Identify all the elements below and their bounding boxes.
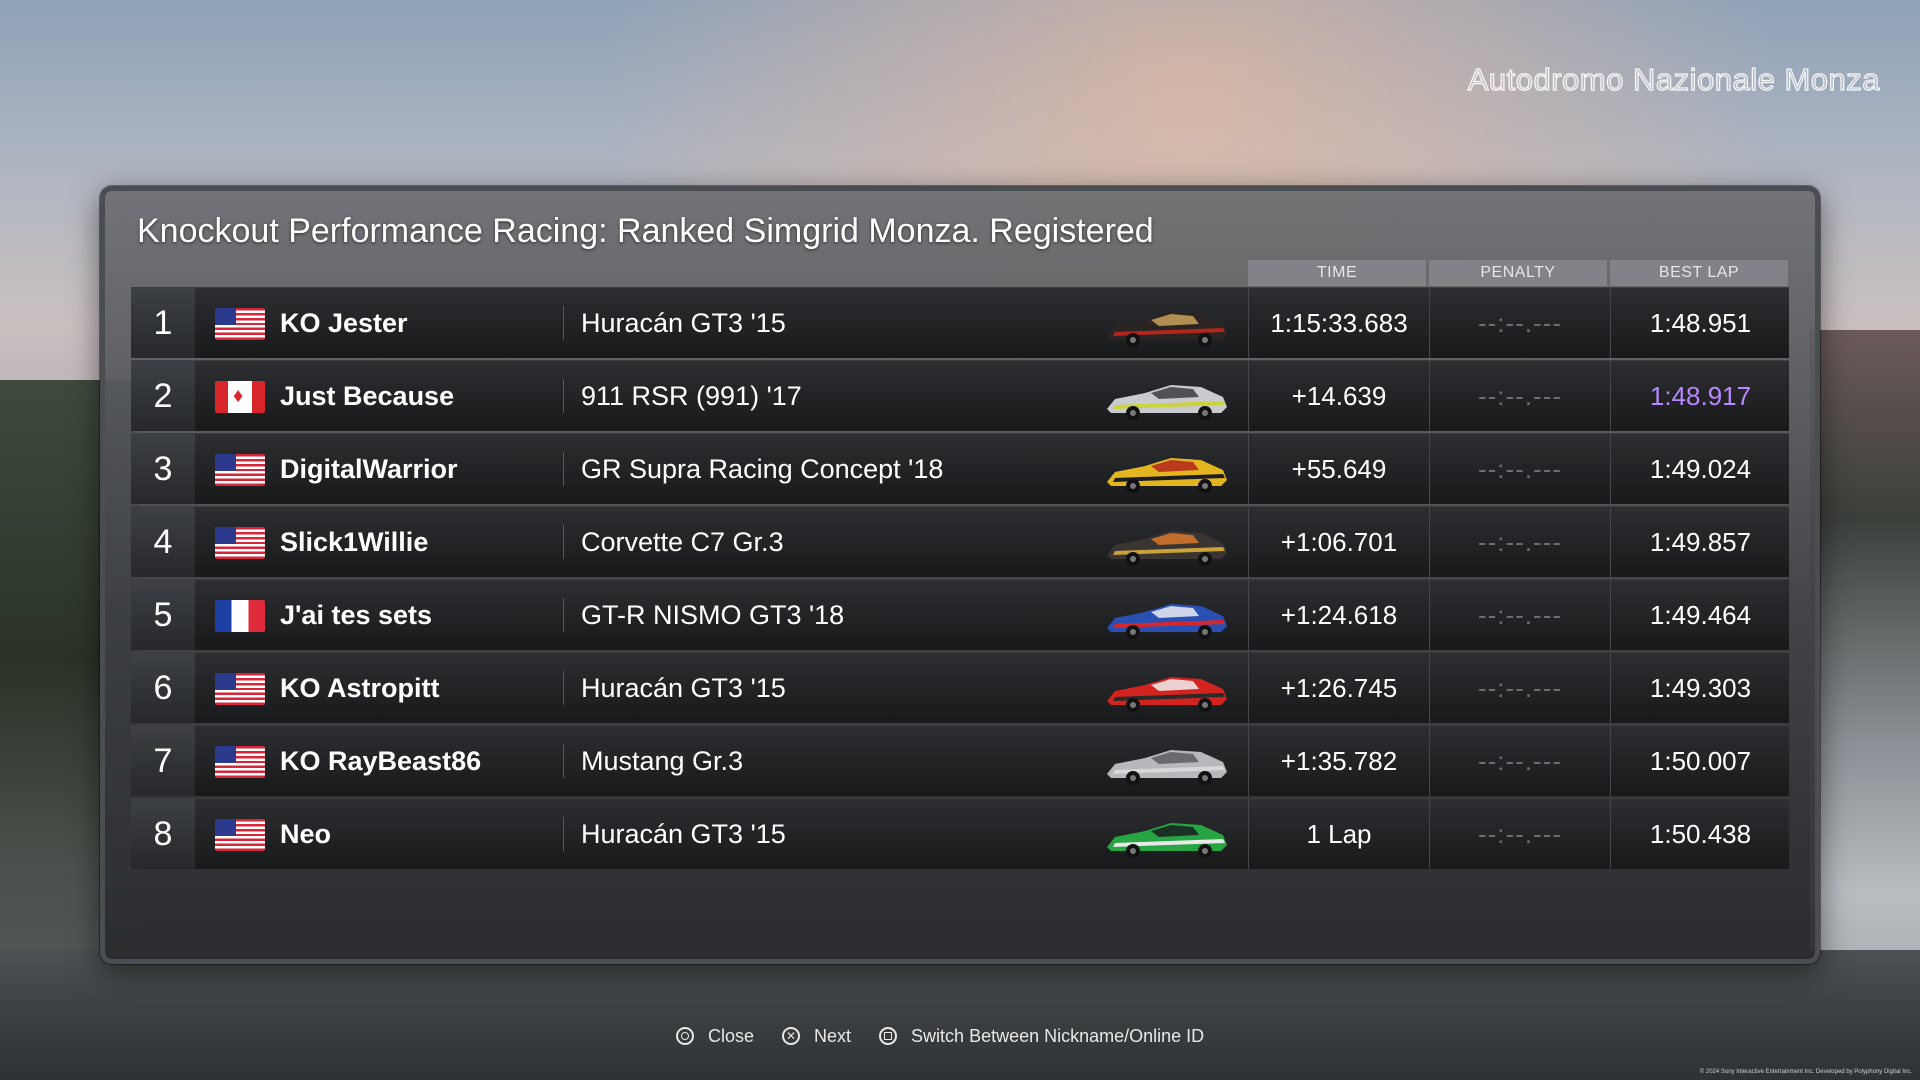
race-time: +55.649 (1248, 434, 1429, 504)
position: 3 (131, 434, 195, 504)
driver-name: DigitalWarrior (280, 454, 458, 484)
penalty-time: --:--.--- (1429, 799, 1610, 869)
result-row[interactable]: 1 KO Jester Huracán GT3 '15 1:15:33.683 --:-… (131, 287, 1789, 358)
result-row[interactable]: 7 KO RayBeast86 Mustang Gr.3 +1:35.782 --:--… (131, 725, 1789, 796)
square-button-icon (879, 1027, 898, 1045)
position: 4 (131, 507, 195, 577)
column-divider (563, 744, 564, 778)
penalty-time: --:--.--- (1429, 361, 1610, 431)
button-hints: Close Next Switch Between Nickname/Onlin… (676, 1024, 1232, 1048)
driver-name: Slick1Willie (280, 527, 429, 557)
us-flag-icon (215, 673, 265, 705)
next-hint[interactable]: Next (782, 1026, 851, 1047)
car-silver-icon (1107, 385, 1227, 420)
driver-name: KO Astropitt (280, 673, 440, 703)
race-time: +1:35.782 (1248, 726, 1429, 796)
race-time: +14.639 (1248, 361, 1429, 431)
race-time: +1:26.745 (1248, 653, 1429, 723)
penalty-time: --:--.--- (1429, 288, 1610, 358)
penalty-time: --:--.--- (1429, 507, 1610, 577)
car-blue-red-icon (1107, 604, 1227, 639)
car-model: Mustang Gr.3 (581, 746, 744, 776)
column-divider (563, 379, 564, 413)
switch-id-hint[interactable]: Switch Between Nickname/Online ID (879, 1026, 1204, 1047)
car-model: GR Supra Racing Concept '18 (581, 454, 944, 484)
background-track (0, 950, 1920, 1080)
penalty-time: --:--.--- (1429, 434, 1610, 504)
us-flag-icon (215, 819, 265, 851)
driver-name: J'ai tes sets (280, 600, 433, 630)
result-row[interactable]: 8 Neo Huracán GT3 '15 1 Lap --:--.--- 1:50.43… (131, 798, 1789, 869)
driver-name: KO RayBeast86 (280, 746, 482, 776)
best-lap-time: 1:48.951 (1610, 288, 1790, 358)
car-model: Huracán GT3 '15 (581, 819, 786, 849)
best-lap-time: 1:48.917 (1610, 361, 1790, 431)
driver-name: Just Because (280, 381, 455, 411)
car-model: Huracán GT3 '15 (581, 673, 786, 703)
cross-button-icon (782, 1027, 801, 1045)
column-divider (563, 452, 564, 486)
best-lap-time: 1:49.303 (1610, 653, 1790, 723)
position: 8 (131, 799, 195, 869)
best-lap-time: 1:49.464 (1610, 580, 1790, 650)
us-flag-icon (215, 308, 265, 340)
column-header-time: TIME (1248, 260, 1426, 286)
us-flag-icon (215, 527, 265, 559)
car-model: GT-R NISMO GT3 '18 (581, 600, 845, 630)
copyright-text: © 2024 Sony Interactive Entertainment In… (1699, 1069, 1912, 1075)
car-red-white-icon (1107, 677, 1227, 712)
column-divider (563, 306, 564, 340)
car-dark-orange-icon (1107, 531, 1227, 566)
position: 6 (131, 653, 195, 723)
next-label: Next (814, 1025, 852, 1046)
us-flag-icon (215, 454, 265, 486)
race-time: 1 Lap (1248, 799, 1429, 869)
car-silver-gray-icon (1107, 750, 1227, 785)
result-row[interactable]: 3 DigitalWarrior GR Supra Racing Concept '… (131, 433, 1789, 504)
venue-name: Autodromo Nazionale Monza (1467, 61, 1880, 97)
car-green-icon (1107, 823, 1227, 858)
close-hint[interactable]: Close (676, 1026, 754, 1047)
result-row[interactable]: 5 J'ai tes sets GT-R NISMO GT3 '18 +1:24.61… (131, 579, 1789, 650)
best-lap-time: 1:49.857 (1610, 507, 1790, 577)
results-table: 1 KO Jester Huracán GT3 '15 1:15:33.683 --:-… (131, 287, 1789, 871)
penalty-time: --:--.--- (1429, 726, 1610, 796)
driver-name: Neo (280, 819, 332, 849)
position: 5 (131, 580, 195, 650)
column-divider (563, 598, 564, 632)
best-lap-time: 1:50.438 (1610, 799, 1790, 869)
column-header-penalty: PENALTY (1429, 260, 1607, 286)
result-row[interactable]: 4 Slick1Willie Corvette C7 Gr.3 +1:06.701 --… (131, 506, 1789, 577)
position: 7 (131, 726, 195, 796)
car-dark-gold-icon (1107, 312, 1227, 347)
close-label: Close (708, 1025, 755, 1046)
race-time: +1:24.618 (1248, 580, 1429, 650)
column-header-best-lap: BEST LAP (1610, 260, 1788, 286)
column-divider (563, 671, 564, 705)
column-divider (563, 817, 564, 851)
car-model: Huracán GT3 '15 (581, 308, 786, 338)
best-lap-time: 1:50.007 (1610, 726, 1790, 796)
france-flag-icon (215, 600, 265, 632)
penalty-time: --:--.--- (1429, 580, 1610, 650)
circle-button-icon (676, 1027, 694, 1045)
column-divider (563, 525, 564, 559)
switch-id-label: Switch Between Nickname/Online ID (911, 1025, 1205, 1046)
race-time: 1:15:33.683 (1248, 288, 1429, 358)
penalty-time: --:--.--- (1429, 653, 1610, 723)
result-row[interactable]: 6 KO Astropitt Huracán GT3 '15 +1:26.745 --:… (131, 652, 1789, 723)
car-model: 911 RSR (991) '17 (581, 381, 802, 411)
canada-flag-icon (215, 381, 265, 413)
race-time: +1:06.701 (1248, 507, 1429, 577)
race-title: Knockout Performance Racing: Ranked Simg… (137, 212, 1154, 250)
car-yellow-red-icon (1107, 458, 1227, 493)
us-flag-icon (215, 746, 265, 778)
position: 2 (131, 361, 195, 431)
best-lap-time: 1:49.024 (1610, 434, 1790, 504)
driver-name: KO Jester (280, 308, 408, 338)
position: 1 (131, 288, 195, 358)
car-model: Corvette C7 Gr.3 (581, 527, 784, 557)
result-row[interactable]: 2 Just Because 911 RSR (991) '17 +14.639--:… (131, 360, 1789, 431)
